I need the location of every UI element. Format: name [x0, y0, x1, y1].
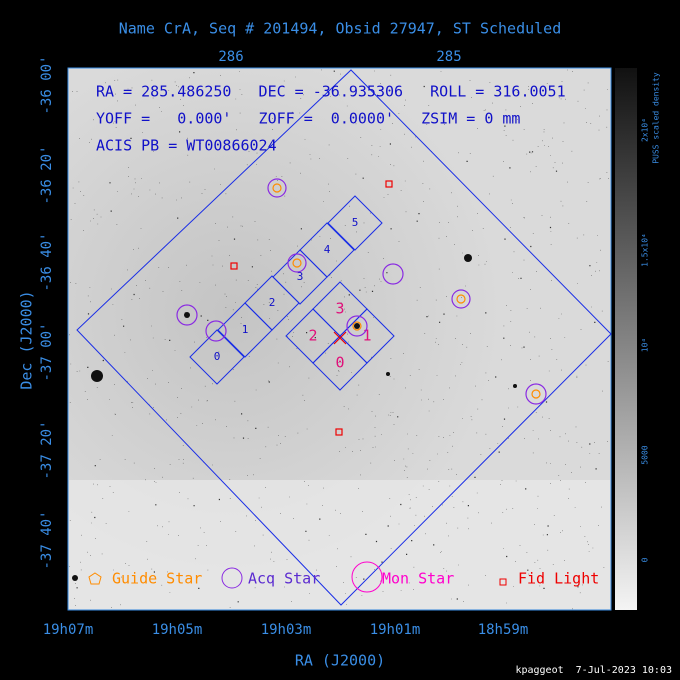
y-tick-label: -36 20': [39, 145, 55, 204]
lower-haze: [69, 480, 610, 609]
y-tick-label: -37 20': [39, 420, 55, 479]
guide-star: [272, 183, 282, 193]
legend-label: Acq Star: [248, 570, 320, 588]
x-axis-title: RA (J2000): [295, 652, 385, 670]
x-tick-label: 19h03m: [261, 622, 312, 638]
fid-light: [385, 180, 393, 188]
colorbar-tick-label: 10⁴: [641, 338, 650, 352]
star-field: [69, 69, 610, 610]
legend-guide-symbol: [88, 572, 102, 585]
title: Name CrA, Seq # 201494, Obsid 27947, ST …: [119, 20, 562, 38]
y-tick-label: -37 40': [39, 510, 55, 569]
plot-frame: [67, 67, 612, 611]
y-tick-label: -36 00': [39, 55, 55, 114]
chip-label: 3: [335, 300, 344, 318]
chip-label: 1: [242, 323, 249, 336]
acq-star: [346, 315, 368, 337]
guide-star: [456, 294, 466, 304]
x-tick-label: 19h05m: [152, 622, 203, 638]
bottom-ticks: 19h07m 19h05m 19h03m 19h01m 18h59m: [43, 622, 529, 638]
left-ticks: -36 00' -36 20' -36 40' -37 00' -37 20' -37 4…: [39, 55, 55, 569]
bright-star: [464, 254, 472, 262]
y-axis-title: Dec (J2000): [18, 290, 36, 389]
bright-star: [513, 384, 517, 388]
info-line: RA = 285.486250 DEC = -36.935306 ROLL = …: [96, 83, 566, 101]
acis-s-chip: [299, 222, 355, 278]
colorbar-tick-label: 0: [641, 557, 650, 562]
colorbar-title: PUSS scaled density: [652, 72, 661, 164]
top-tick-label: 286: [218, 49, 243, 65]
footer: kpaggeot 7-Jul-2023 10:03: [515, 665, 672, 676]
acis-s-chip: [327, 195, 383, 251]
stars: [176, 178, 547, 436]
fid-light: [335, 428, 343, 436]
chip-label: 2: [269, 296, 276, 309]
guide-star: [292, 258, 302, 268]
legend-label: Mon Star: [382, 570, 454, 588]
x-tick-label: 18h59m: [478, 622, 529, 638]
aimpoint: [333, 331, 347, 345]
acis-s-chip: [189, 329, 245, 385]
y-tick-label: -36 40': [39, 232, 55, 291]
chip-label: 2: [308, 327, 317, 345]
info-line: ACIS PB = WT00866024: [96, 137, 277, 155]
bright-star: [91, 370, 103, 382]
guide-star: [531, 389, 541, 399]
legend-label: Fid Light: [518, 570, 599, 588]
acq-star: [382, 263, 404, 285]
colorbar-tick-label: 2x10⁴: [641, 118, 650, 142]
acq-star: [176, 304, 198, 326]
info-line: YOFF = 0.000' ZOFF = 0.0000' ZSIM = 0 mm: [96, 110, 520, 128]
colorbar: [615, 68, 637, 610]
acis-i-chip: [285, 308, 341, 364]
colorbar-tick-label: 5000: [641, 445, 650, 464]
legend-label: Guide Star: [112, 570, 202, 588]
chip-label: 4: [324, 243, 331, 256]
x-tick-label: 19h01m: [370, 622, 421, 638]
bright-star: [354, 323, 360, 329]
colorbar-tick-label: 1.5x10⁴: [641, 233, 650, 267]
acq-star: [205, 320, 227, 342]
legend-mon-symbol: [351, 561, 383, 593]
legend-fid-symbol: [499, 578, 507, 586]
x-tick-label: 19h07m: [43, 622, 94, 638]
legend: Guide Star Acq Star Mon Star Fid Light: [88, 561, 599, 593]
guide-star: [352, 321, 362, 331]
y-tick-label: -37 00': [39, 322, 55, 381]
acq-star: [525, 383, 547, 405]
bright-star: [72, 575, 78, 581]
acq-star: [287, 253, 307, 273]
bright-star: [386, 372, 390, 376]
fid-light: [230, 262, 238, 270]
chip-label: 1: [362, 327, 371, 345]
acq-star: [451, 289, 471, 309]
bright-star: [184, 312, 190, 318]
chip-label: 5: [352, 216, 359, 229]
acq-star: [267, 178, 287, 198]
chip-label: 0: [335, 354, 344, 372]
top-tick-label: 285: [436, 49, 461, 65]
outer-diamond: [76, 69, 612, 606]
field-of-view: [76, 69, 612, 606]
chip-label: 3: [297, 270, 304, 283]
chip-label: 0: [214, 350, 221, 363]
legend-acq-symbol: [221, 567, 243, 589]
